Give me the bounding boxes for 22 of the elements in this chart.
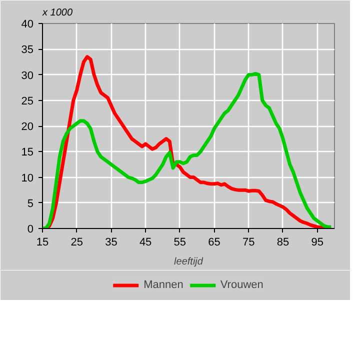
x-tick-label: 45 [139, 236, 152, 248]
x-tick-label: 55 [174, 236, 186, 248]
x-tick-label: 15 [36, 236, 49, 248]
y-tick-label: 25 [21, 95, 34, 108]
legend-label: Vrouwen [220, 279, 264, 291]
y-tick-label: 35 [21, 44, 34, 56]
x-tick-label: 95 [311, 236, 324, 248]
x-tick-label: 25 [70, 236, 83, 248]
y-tick-label: 10 [21, 172, 34, 184]
x-tick-label: 65 [208, 236, 220, 248]
x-tick-label: 85 [276, 236, 290, 248]
text: x 1000 [42, 8, 73, 18]
x-tick-label: 75 [242, 236, 255, 248]
y-tick-label: 40 [21, 18, 34, 30]
y-tick-label: 20 [21, 121, 34, 133]
y-tick-label: 15 [21, 146, 34, 159]
x-tick-label: 35 [105, 236, 118, 248]
y-tick-label: 0 [27, 224, 34, 236]
y-tick-label: 5 [27, 198, 34, 210]
legend-label: Mannen [144, 279, 184, 291]
x-axis-title: leeftijd [174, 256, 204, 268]
y-tick-label: 30 [21, 70, 34, 82]
